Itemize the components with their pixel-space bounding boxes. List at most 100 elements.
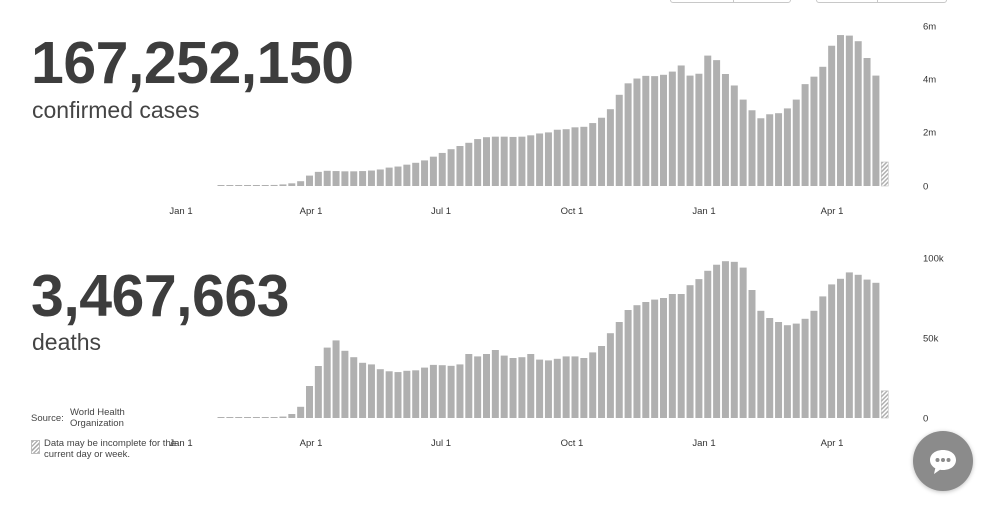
cases-bar	[562, 129, 570, 186]
deaths-bar	[341, 350, 349, 418]
cases-bar	[553, 129, 561, 186]
deaths-x-tick-label: Jan 1	[169, 438, 192, 449]
cases-bar	[270, 184, 278, 186]
cases-bar	[783, 108, 791, 186]
cases-bar	[235, 185, 243, 186]
deaths-bar	[668, 294, 676, 418]
deaths-bar	[314, 366, 322, 418]
cases-bar	[695, 73, 703, 186]
cases-bar	[624, 83, 632, 186]
cases-y-tick-label: 2m	[923, 128, 936, 139]
cases-bar	[465, 142, 473, 186]
cases-bar	[226, 185, 234, 186]
cases-bar	[403, 164, 411, 186]
toggle-option-3[interactable]	[817, 0, 878, 2]
cases-bar	[421, 160, 429, 186]
cases-bar	[615, 94, 623, 186]
deaths-bar	[226, 417, 234, 418]
deaths-label: deaths	[32, 329, 102, 355]
cases-bar	[606, 109, 614, 186]
deaths-bar	[288, 414, 296, 418]
deaths-bar	[783, 325, 791, 418]
cases-bar	[766, 114, 774, 186]
cases-x-tick-label: Apr 1	[300, 206, 323, 217]
hatch-swatch-icon	[31, 440, 40, 454]
cases-chart: 6m 4m 2m 0 Jan 1 Apr 1 Jul 1 Oct 1 Jan 1 Apr 1	[169, 22, 936, 218]
deaths-bar	[447, 365, 455, 418]
cases-x-tick-label: Apr 1	[821, 206, 844, 217]
deaths-bar	[642, 302, 650, 418]
deaths-bar	[429, 364, 437, 418]
cases-bar	[739, 99, 747, 186]
cases-bar	[819, 66, 827, 186]
cases-x-tick-label: Jan 1	[692, 206, 715, 217]
deaths-bar	[686, 285, 694, 418]
cases-bar	[854, 41, 862, 187]
cases-bar	[660, 74, 667, 186]
deaths-bar	[491, 350, 499, 418]
cases-bar	[323, 170, 331, 186]
deaths-bar	[854, 274, 862, 418]
deaths-bar	[748, 290, 756, 418]
deaths-bar	[536, 359, 544, 418]
deaths-chart: 100k 50k 0 Jan 1 Apr 1 Jul 1 Oct 1 Jan 1 Apr 1	[169, 254, 943, 450]
deaths-total: 3,467,663	[31, 263, 289, 329]
deaths-bar	[483, 354, 490, 418]
cases-bar	[544, 132, 552, 186]
cases-bar	[571, 127, 579, 186]
deaths-bar	[863, 279, 871, 418]
cases-bar	[792, 99, 800, 186]
deaths-bar	[235, 417, 243, 418]
cases-bar	[297, 181, 305, 186]
cases-bar	[748, 110, 756, 186]
deaths-x-tick-label: Oct 1	[561, 438, 584, 449]
cases-bar	[359, 171, 367, 186]
cases-bar	[633, 78, 641, 186]
cases-bar	[801, 84, 809, 186]
cases-bar	[509, 136, 517, 186]
cases-bar	[367, 170, 375, 186]
deaths-bar	[713, 264, 721, 418]
cases-total: 167,252,150	[31, 30, 354, 96]
cases-y-tick-label: 6m	[923, 22, 936, 33]
deaths-bar	[845, 272, 853, 418]
view-toggle-left[interactable]	[670, 0, 791, 3]
cases-bar	[314, 171, 322, 186]
deaths-bar	[306, 386, 313, 418]
deaths-bar	[465, 354, 473, 418]
cases-x-tick-label: Oct 1	[561, 206, 584, 217]
cases-bar	[536, 133, 544, 186]
cases-bar	[376, 169, 384, 186]
deaths-bar	[589, 352, 597, 418]
cases-bar	[483, 137, 490, 186]
chat-button[interactable]	[913, 431, 973, 491]
cases-bar	[828, 45, 836, 187]
cases-bar	[598, 117, 606, 186]
deaths-bar	[819, 296, 827, 418]
deaths-bar	[385, 371, 393, 418]
deaths-bar	[359, 362, 367, 418]
view-toggle-right[interactable]	[816, 0, 947, 3]
deaths-bar	[367, 364, 375, 418]
deaths-bar	[527, 354, 535, 418]
deaths-bar	[695, 279, 703, 418]
deaths-bar	[421, 367, 429, 418]
deaths-bar	[244, 417, 252, 418]
cases-bar	[518, 136, 526, 186]
deaths-bar	[350, 357, 358, 418]
cases-bar	[252, 185, 260, 186]
deaths-bar	[677, 294, 685, 418]
cases-bar	[668, 71, 676, 186]
cases-bar	[757, 118, 765, 186]
cases-bar	[500, 136, 508, 186]
deaths-bar	[279, 416, 287, 418]
deaths-bar	[394, 372, 402, 418]
cases-bar	[810, 76, 818, 186]
deaths-bar	[633, 305, 641, 418]
cases-bar	[279, 184, 287, 186]
toggle-option-2[interactable]	[733, 0, 790, 2]
cases-bar	[288, 183, 296, 186]
deaths-bar	[500, 355, 508, 418]
deaths-bar	[261, 417, 269, 418]
